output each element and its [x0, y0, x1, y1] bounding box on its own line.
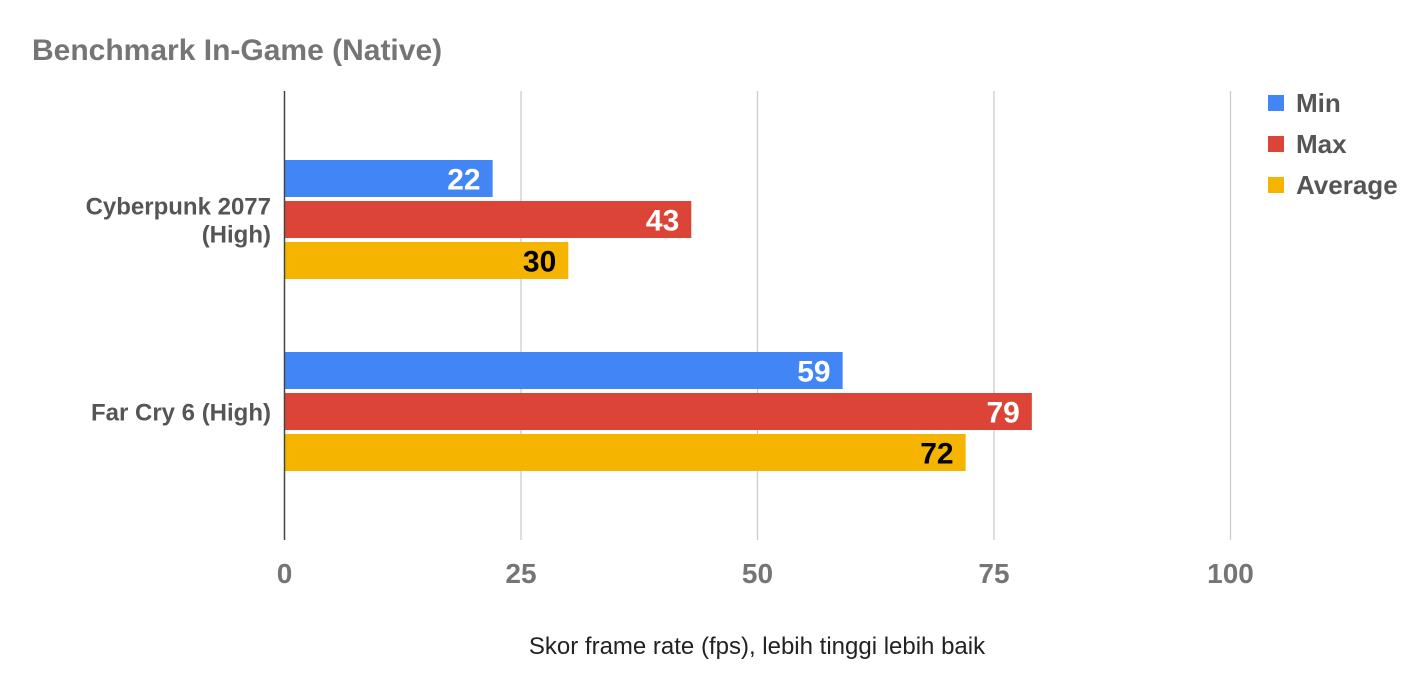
bar-average — [284, 434, 966, 471]
axes: 0 25 50 75 100 Cyberpunk 2077(High) Far Cry 6 … — [86, 91, 1254, 589]
y-category-label: Cyberpunk 2077 — [86, 194, 271, 221]
data-label: 59 — [797, 356, 830, 389]
x-tick-label: 0 — [277, 558, 293, 589]
data-labels: 22 59 43 79 30 72 — [447, 164, 1020, 471]
y-category-label: (High) — [202, 222, 271, 249]
legend-swatch-max — [1268, 136, 1284, 152]
x-tick-label: 50 — [742, 558, 773, 589]
bar-min — [284, 352, 843, 389]
data-label: 30 — [523, 246, 556, 279]
chart-title: Benchmark In-Game (Native) — [32, 34, 442, 67]
data-label: 43 — [646, 205, 679, 238]
legend-label: Max — [1296, 129, 1347, 159]
bar-max — [284, 201, 692, 238]
legend: Min Max Average — [1268, 88, 1398, 200]
bars — [284, 160, 1032, 471]
data-label: 72 — [920, 438, 953, 471]
y-category-label: Far Cry 6 (High) — [91, 400, 271, 427]
x-axis-title: Skor frame rate (fps), lebih tinggi lebi… — [529, 633, 986, 660]
data-label: 79 — [986, 397, 1019, 430]
bar-average — [284, 242, 569, 279]
grid — [520, 91, 1232, 540]
x-tick-label: 25 — [505, 558, 536, 589]
legend-swatch-average — [1268, 177, 1284, 193]
legend-swatch-min — [1268, 95, 1284, 111]
legend-label: Min — [1296, 88, 1341, 118]
legend-label: Average — [1296, 170, 1398, 200]
bar-max — [284, 393, 1032, 430]
x-tick-label: 75 — [978, 558, 1009, 589]
x-tick-label: 100 — [1207, 558, 1254, 589]
bar-min — [284, 160, 493, 197]
data-label: 22 — [447, 164, 480, 197]
